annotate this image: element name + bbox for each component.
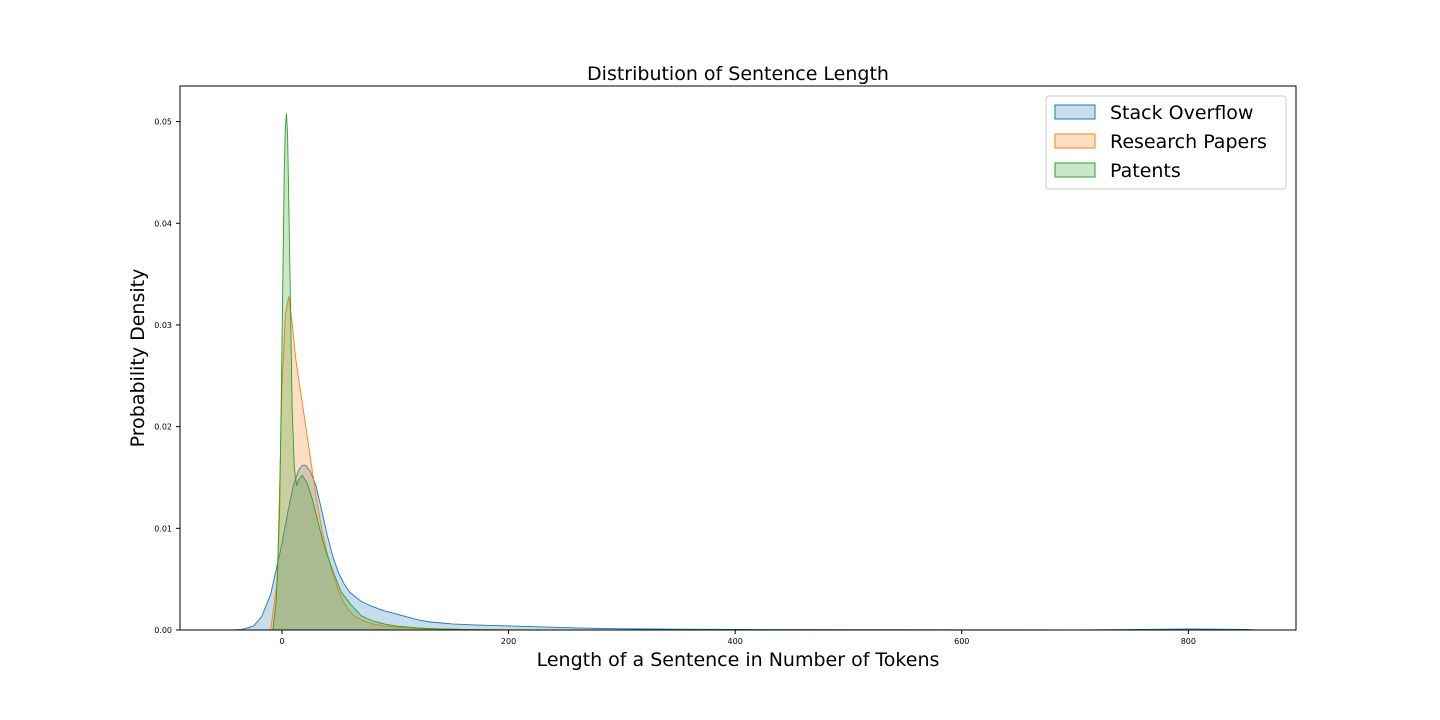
legend-label-research-papers: Research Papers [1110, 131, 1267, 153]
y-axis-label: Probability Density [127, 269, 149, 448]
x-axis: 0 200 400 600 800 [279, 630, 1196, 646]
legend-swatch-patents [1054, 162, 1096, 178]
series-area-patents [272, 113, 509, 630]
plot-frame [179, 85, 1297, 631]
y-tick-label: 0.00 [154, 626, 172, 635]
legend-swatch-stack-overflow [1054, 104, 1096, 120]
legend-box [1045, 95, 1287, 190]
y-axis: 0.00 0.01 0.02 0.03 0.04 0.05 [154, 118, 180, 635]
legend-label-patents: Patents [1110, 160, 1181, 182]
x-tick-label: 400 [728, 637, 743, 646]
legend-swatch-research-papers [1054, 133, 1096, 149]
series-line-research-papers [270, 296, 543, 631]
plot-area [230, 113, 1257, 631]
chart-title: Distribution of Sentence Length [587, 63, 889, 85]
legend-label-stack-overflow: Stack Overflow [1110, 102, 1253, 124]
y-tick-label: 0.04 [154, 219, 172, 228]
series-line-patents [272, 113, 509, 631]
y-tick-label: 0.05 [154, 118, 172, 127]
x-tick-label: 200 [501, 637, 516, 646]
y-tick-label: 0.02 [154, 423, 172, 432]
legend: Stack Overflow Research Papers Patents [1045, 95, 1287, 190]
x-tick-label: 0 [279, 637, 284, 646]
y-tick-label: 0.03 [154, 321, 172, 330]
x-axis-label: Length of a Sentence in Number of Tokens [537, 649, 940, 671]
series-area-research-papers [270, 296, 543, 630]
x-tick-label: 800 [1181, 637, 1196, 646]
series-line-stack-overflow [230, 464, 1257, 631]
y-tick-label: 0.01 [154, 524, 172, 533]
x-tick-label: 600 [954, 637, 969, 646]
series-area-stack-overflow [230, 465, 1257, 630]
